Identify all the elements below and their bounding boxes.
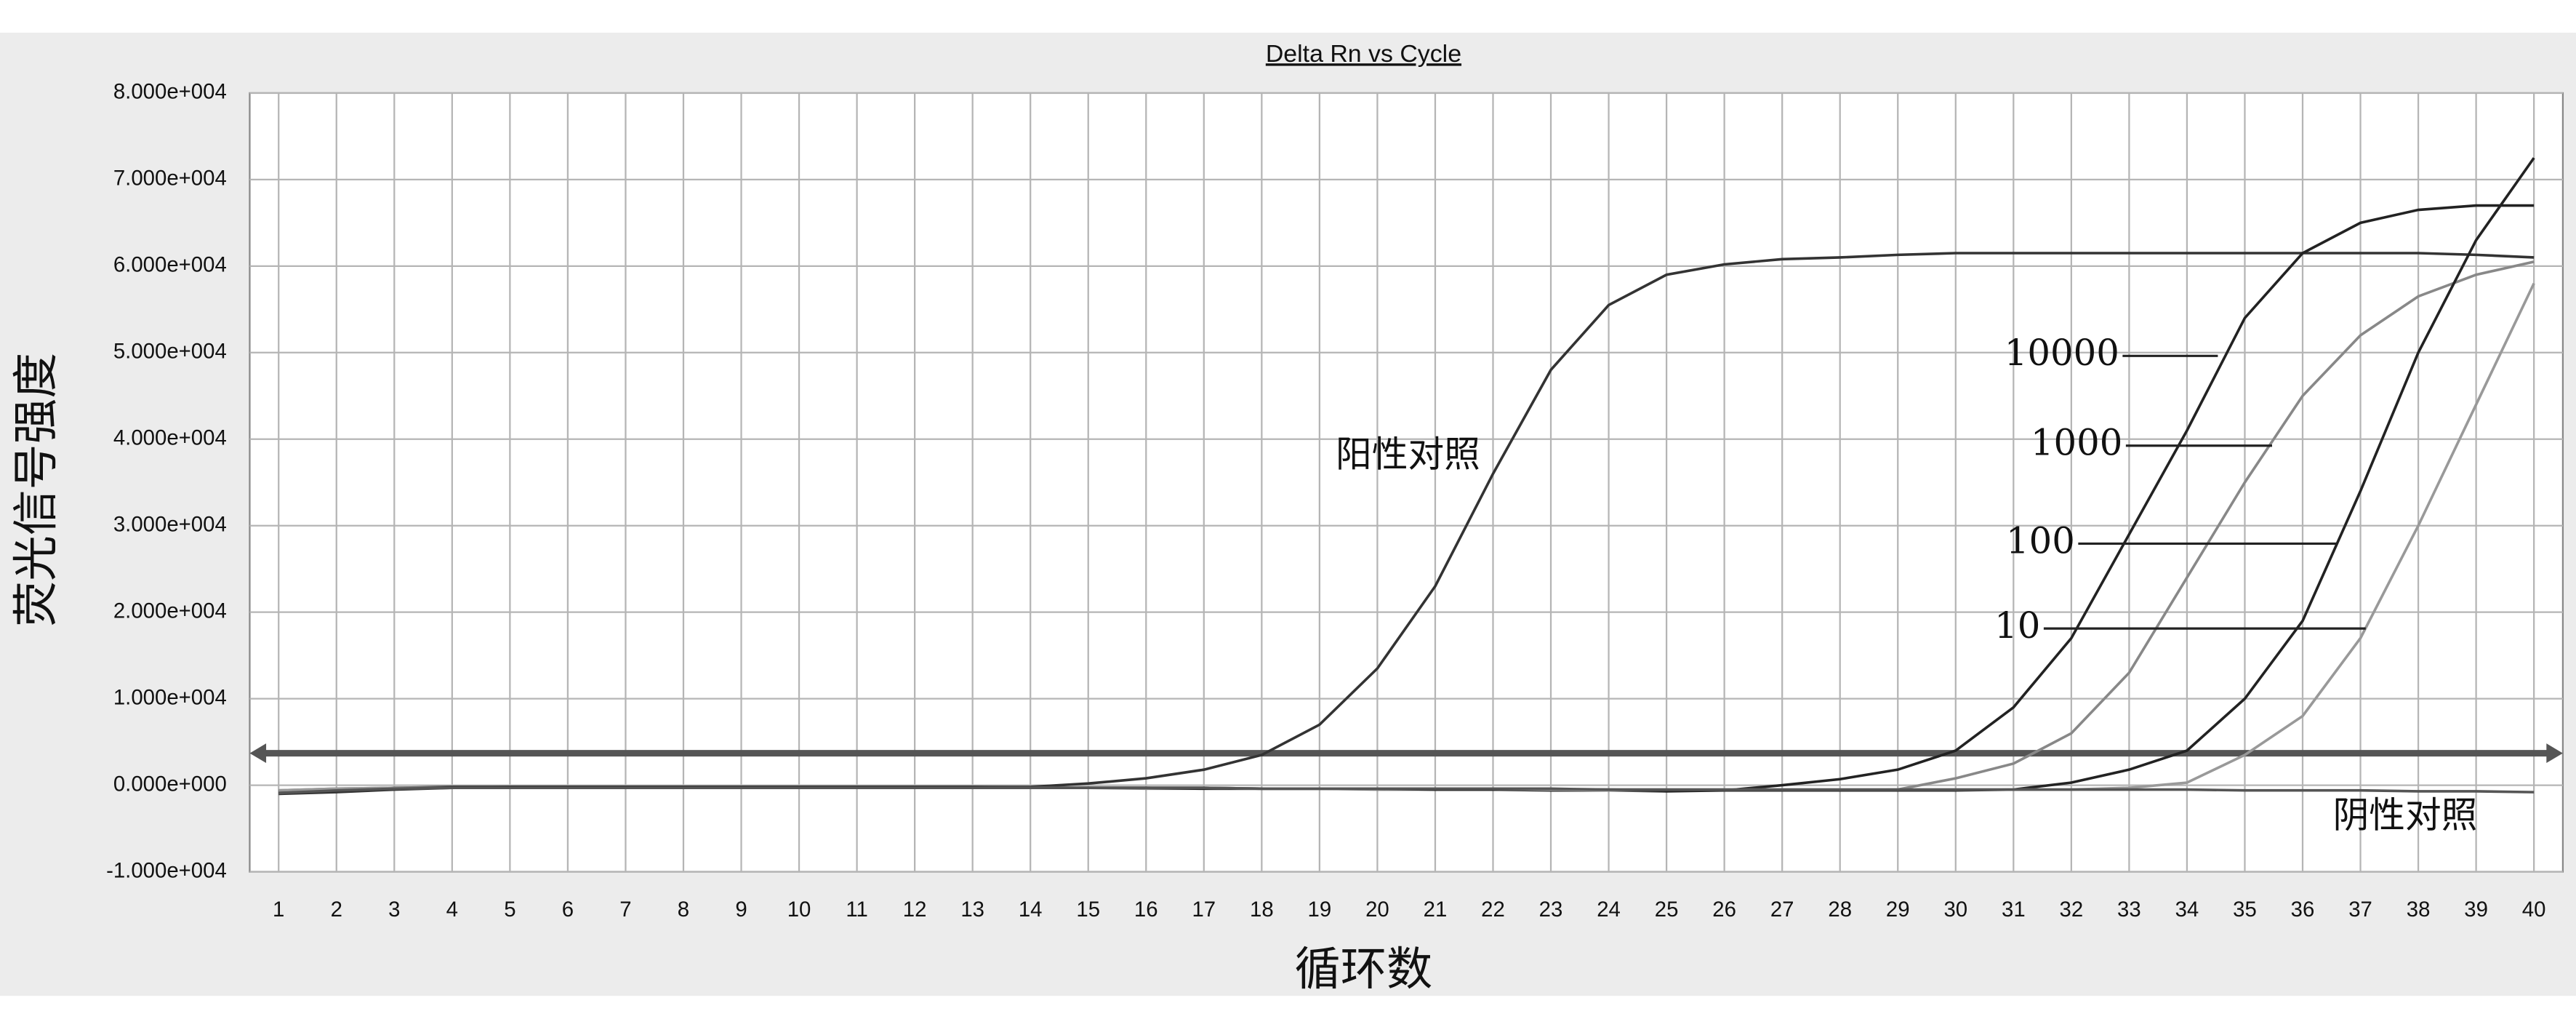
x-tick-label: 8 — [678, 898, 689, 922]
y-tick-label: 7.000e+004 — [113, 167, 227, 191]
y-tick-label: 5.000e+004 — [113, 340, 227, 364]
x-tick-label: 15 — [1076, 898, 1100, 922]
x-tick-label: 9 — [735, 898, 747, 922]
x-tick-label: 4 — [446, 898, 458, 922]
series-label: 10000 — [2005, 332, 2119, 374]
x-tick-label: 24 — [1597, 898, 1621, 922]
x-tick-label: 29 — [1886, 898, 1910, 922]
x-tick-label: 1 — [273, 898, 284, 922]
x-tick-label: 23 — [1539, 898, 1563, 922]
x-tick-label: 21 — [1424, 898, 1448, 922]
x-tick-label: 25 — [1655, 898, 1679, 922]
x-tick-label: 3 — [388, 898, 400, 922]
series-label: 阳性对照 — [1336, 433, 1480, 476]
x-tick-label: 12 — [903, 898, 927, 922]
x-tick-label: 38 — [2407, 898, 2431, 922]
x-tick-label: 35 — [2233, 898, 2257, 922]
x-tick-label: 28 — [1828, 898, 1852, 922]
y-tick-label: 1.000e+004 — [113, 686, 227, 709]
y-tick-label: -1.000e+004 — [106, 859, 227, 882]
x-tick-label: 11 — [846, 898, 867, 922]
x-tick-label: 6 — [562, 898, 574, 922]
plot-area — [249, 92, 2564, 873]
x-tick-label: 36 — [2291, 898, 2315, 922]
x-tick-label: 34 — [2175, 898, 2199, 922]
x-tick-label: 5 — [504, 898, 515, 922]
x-tick-label: 10 — [787, 898, 811, 922]
series-label: 1000 — [2031, 422, 2122, 464]
chart-title: Delta Rn vs Cycle — [1266, 40, 1461, 68]
x-tick-label: 19 — [1308, 898, 1332, 922]
x-tick-label: 27 — [1770, 898, 1794, 922]
x-tick-label: 39 — [2464, 898, 2488, 922]
y-tick-label: 0.000e+000 — [113, 772, 227, 796]
x-tick-label: 2 — [331, 898, 342, 922]
y-tick-label: 6.000e+004 — [113, 254, 227, 277]
x-tick-label: 16 — [1134, 898, 1158, 922]
x-tick-label: 22 — [1481, 898, 1505, 922]
x-tick-label: 37 — [2348, 898, 2372, 922]
x-tick-label: 17 — [1192, 898, 1216, 922]
x-tick-label: 31 — [2002, 898, 2026, 922]
y-axis-label: 荧光信号强度 — [9, 353, 63, 627]
y-tick-label: 3.000e+004 — [113, 513, 227, 537]
series-label: 100 — [2006, 520, 2075, 562]
x-tick-label: 7 — [619, 898, 631, 922]
series-label: 10 — [1994, 604, 2040, 647]
x-tick-label: 18 — [1250, 898, 1274, 922]
x-tick-label: 20 — [1365, 898, 1389, 922]
x-tick-label: 33 — [2117, 898, 2141, 922]
y-tick-label: 2.000e+004 — [113, 599, 227, 623]
x-tick-label: 30 — [1943, 898, 1967, 922]
x-tick-label: 13 — [960, 898, 984, 922]
series-label: 阴性对照 — [2333, 794, 2478, 836]
x-axis-label: 循环数 — [1295, 942, 1433, 996]
series-line — [278, 786, 2535, 795]
y-tick-label: 4.000e+004 — [113, 427, 227, 450]
x-tick-label: 14 — [1019, 898, 1043, 922]
x-tick-label: 26 — [1712, 898, 1736, 922]
y-tick-label: 8.000e+004 — [113, 81, 227, 104]
x-tick-label: 32 — [2060, 898, 2084, 922]
x-tick-label: 40 — [2522, 898, 2546, 922]
